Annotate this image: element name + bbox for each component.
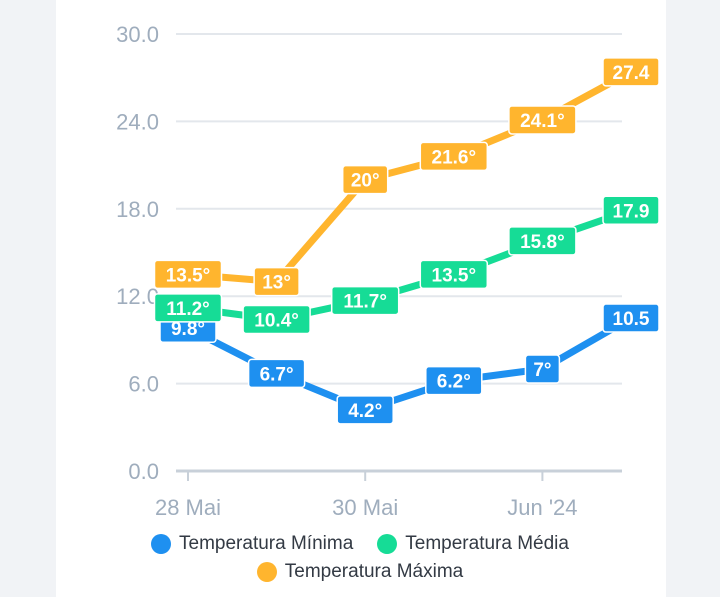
- legend-item-max[interactable]: Temperatura Máxima: [256, 561, 464, 583]
- data-point-label[interactable]: 21.6°: [419, 141, 489, 172]
- data-point-label[interactable]: 13.5°: [419, 259, 489, 290]
- axes: 0.0 6.0 12.0 18.0 24.0 30.0 28 Mai 30 Mai Jun '2…: [116, 22, 622, 520]
- data-point-label[interactable]: 17.9: [602, 195, 660, 226]
- legend-dot-avg: [377, 534, 398, 554]
- data-point-label[interactable]: 13°: [253, 266, 300, 297]
- data-label-box: [524, 354, 561, 384]
- data-label-box: [602, 57, 660, 87]
- data-label-text: 6.7°: [260, 364, 294, 385]
- data-label-box: [253, 266, 300, 297]
- data-point-label[interactable]: 10.5: [602, 303, 660, 333]
- data-labels: 9.8° 6.7° 4.2° 6.2° 7° 10.5 11.2° 10.4° 11.7° 13.…: [153, 57, 660, 425]
- data-label-box: [247, 358, 306, 389]
- legend-label-avg: Temperatura Média: [405, 533, 569, 554]
- legend-item-min[interactable]: Temperatura Mínima: [151, 533, 353, 555]
- data-point-label[interactable]: 6.7°: [247, 358, 306, 389]
- data-label-text: 4.2°: [348, 401, 382, 422]
- legend-item-avg[interactable]: Temperatura Média: [377, 533, 569, 555]
- data-label-text: 10.4°: [254, 311, 299, 332]
- data-label-text: 13.5°: [432, 265, 477, 286]
- legend-label-min: Temperatura Mínima: [179, 533, 354, 554]
- y-tick-label: 6.0: [128, 372, 159, 397]
- data-point-label[interactable]: 4.2°: [336, 395, 394, 425]
- data-label-box: [242, 304, 311, 335]
- y-tick-label: 18.0: [116, 197, 159, 222]
- data-point-label[interactable]: 10.4°: [242, 304, 311, 335]
- data-label-text: 13.5°: [166, 265, 211, 286]
- x-tick-label: 28 Mai: [155, 495, 221, 520]
- legend-dot-min: [151, 534, 172, 554]
- data-label-box: [508, 226, 577, 256]
- data-label-text: 27.4: [613, 63, 650, 84]
- data-label-text: 11.2°: [166, 299, 210, 320]
- data-point-label[interactable]: 27.4: [602, 57, 660, 87]
- data-point-label[interactable]: 13.5°: [153, 259, 223, 290]
- y-tick-label: 24.0: [116, 109, 159, 134]
- data-label-text: 11.7°: [343, 292, 387, 313]
- data-label-box: [336, 395, 394, 425]
- data-point-label[interactable]: 20°: [341, 164, 389, 195]
- data-label-text: 20°: [351, 171, 380, 192]
- y-tick-label: 30.0: [116, 22, 159, 47]
- x-tick-label: Jun '24: [507, 495, 577, 520]
- data-label-text: 24.1°: [520, 111, 565, 132]
- data-point-label[interactable]: 7°: [524, 354, 561, 384]
- data-label-text: 9.8°: [171, 319, 205, 340]
- legend-dot-max: [256, 562, 277, 582]
- y-tick-label: 12.0: [116, 284, 159, 309]
- chart-legend: Temperatura Mínima Temperatura Média Tem…: [0, 533, 720, 583]
- data-label-box: [419, 259, 489, 290]
- data-label-text: 17.9: [613, 201, 650, 222]
- data-label-box: [602, 195, 660, 226]
- data-label-box: [602, 303, 660, 333]
- data-point-label[interactable]: 11.7°: [330, 285, 400, 316]
- data-label-text: 10.5: [613, 309, 650, 330]
- data-point-label[interactable]: 15.8°: [508, 226, 577, 256]
- data-point-label[interactable]: 6.2°: [425, 365, 483, 396]
- data-label-box: [330, 285, 400, 316]
- data-label-text: 6.2°: [437, 372, 471, 393]
- data-label-box: [425, 365, 483, 396]
- data-label-text: 21.6°: [432, 147, 477, 168]
- data-label-box: [341, 164, 389, 195]
- data-label-text: 7°: [533, 360, 551, 381]
- data-label-box: [153, 259, 223, 290]
- data-label-box: [419, 141, 489, 172]
- data-label-text: 13°: [262, 273, 291, 294]
- data-label-text: 15.8°: [520, 232, 565, 253]
- data-label-box: [508, 105, 577, 135]
- y-tick-label: 0.0: [128, 459, 159, 484]
- x-tick-label: 30 Mai: [332, 495, 398, 520]
- data-point-label[interactable]: 24.1°: [508, 105, 577, 135]
- data-label-box: [153, 293, 223, 323]
- data-point-label[interactable]: 11.2°: [153, 293, 223, 323]
- legend-label-max: Temperatura Máxima: [284, 561, 464, 582]
